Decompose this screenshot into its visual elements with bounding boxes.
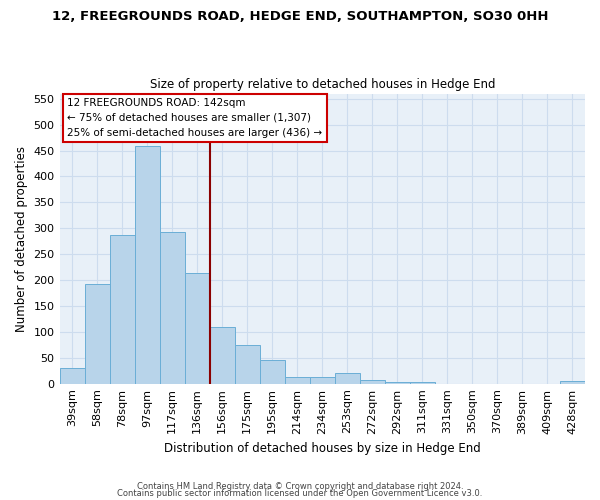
Text: Contains HM Land Registry data © Crown copyright and database right 2024.: Contains HM Land Registry data © Crown c… [137,482,463,491]
Bar [410,382,435,384]
Bar [110,235,134,384]
Text: 12, FREEGROUNDS ROAD, HEDGE END, SOUTHAMPTON, SO30 0HH: 12, FREEGROUNDS ROAD, HEDGE END, SOUTHAM… [52,10,548,23]
Bar [185,274,209,384]
Title: Size of property relative to detached houses in Hedge End: Size of property relative to detached ho… [149,78,495,91]
Bar [560,381,585,384]
Bar [260,360,285,384]
Y-axis label: Number of detached properties: Number of detached properties [15,146,28,332]
Text: Contains public sector information licensed under the Open Government Licence v3: Contains public sector information licen… [118,490,482,498]
Bar [85,284,110,384]
Text: 12 FREEGROUNDS ROAD: 142sqm
← 75% of detached houses are smaller (1,307)
25% of : 12 FREEGROUNDS ROAD: 142sqm ← 75% of det… [67,98,323,138]
Bar [160,232,185,384]
Bar [134,146,160,384]
X-axis label: Distribution of detached houses by size in Hedge End: Distribution of detached houses by size … [164,442,481,455]
Bar [235,346,260,384]
Bar [209,326,235,384]
Bar [59,368,85,384]
Bar [360,380,385,384]
Bar [285,378,310,384]
Bar [335,374,360,384]
Bar [310,378,335,384]
Bar [385,382,410,384]
